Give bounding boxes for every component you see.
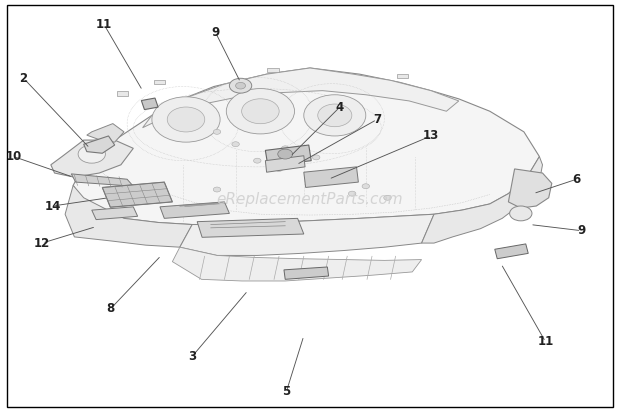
Polygon shape <box>65 185 192 247</box>
Polygon shape <box>84 136 115 153</box>
Polygon shape <box>284 267 329 279</box>
Bar <box>397 74 408 78</box>
Circle shape <box>304 95 366 136</box>
Circle shape <box>275 166 283 171</box>
Polygon shape <box>265 156 305 172</box>
Polygon shape <box>102 182 172 207</box>
Polygon shape <box>143 68 459 128</box>
Text: 3: 3 <box>188 350 197 363</box>
Text: 5: 5 <box>282 385 291 398</box>
Text: eReplacementParts.com: eReplacementParts.com <box>216 192 404 207</box>
Polygon shape <box>92 207 138 220</box>
Polygon shape <box>495 244 528 259</box>
Bar <box>267 68 279 72</box>
Circle shape <box>236 82 246 89</box>
Bar <box>154 80 165 84</box>
Circle shape <box>229 78 252 93</box>
Circle shape <box>510 206 532 221</box>
Polygon shape <box>180 214 434 255</box>
Circle shape <box>312 155 320 160</box>
Circle shape <box>232 142 239 147</box>
Circle shape <box>384 195 391 200</box>
Text: 4: 4 <box>335 101 344 114</box>
Text: 12: 12 <box>34 236 50 250</box>
Circle shape <box>78 145 105 163</box>
Text: 13: 13 <box>423 129 439 143</box>
Circle shape <box>362 184 370 189</box>
Polygon shape <box>160 202 229 218</box>
Circle shape <box>278 149 293 159</box>
Text: 11: 11 <box>96 18 112 31</box>
Polygon shape <box>197 218 304 237</box>
Circle shape <box>213 187 221 192</box>
Polygon shape <box>422 157 542 243</box>
Text: 9: 9 <box>577 224 586 237</box>
Text: 2: 2 <box>19 72 28 85</box>
Circle shape <box>213 129 221 134</box>
Polygon shape <box>508 169 552 208</box>
Circle shape <box>152 97 220 142</box>
Text: 7: 7 <box>373 113 381 126</box>
Text: 14: 14 <box>45 199 61 213</box>
Circle shape <box>242 99 279 124</box>
Circle shape <box>254 158 261 163</box>
Polygon shape <box>51 140 133 177</box>
Text: 11: 11 <box>538 335 554 349</box>
Polygon shape <box>71 174 133 186</box>
Polygon shape <box>172 247 422 281</box>
Polygon shape <box>304 167 358 187</box>
Polygon shape <box>141 98 158 110</box>
Circle shape <box>317 104 352 127</box>
Text: 10: 10 <box>6 150 22 163</box>
Circle shape <box>325 173 332 178</box>
Circle shape <box>281 146 289 151</box>
Text: 9: 9 <box>211 26 220 40</box>
Polygon shape <box>87 124 124 142</box>
Polygon shape <box>265 145 311 166</box>
Bar <box>117 91 128 96</box>
Polygon shape <box>73 68 539 225</box>
Circle shape <box>167 107 205 132</box>
Text: 6: 6 <box>572 173 581 186</box>
Text: 8: 8 <box>106 302 115 316</box>
Circle shape <box>348 191 356 196</box>
Circle shape <box>226 89 294 134</box>
